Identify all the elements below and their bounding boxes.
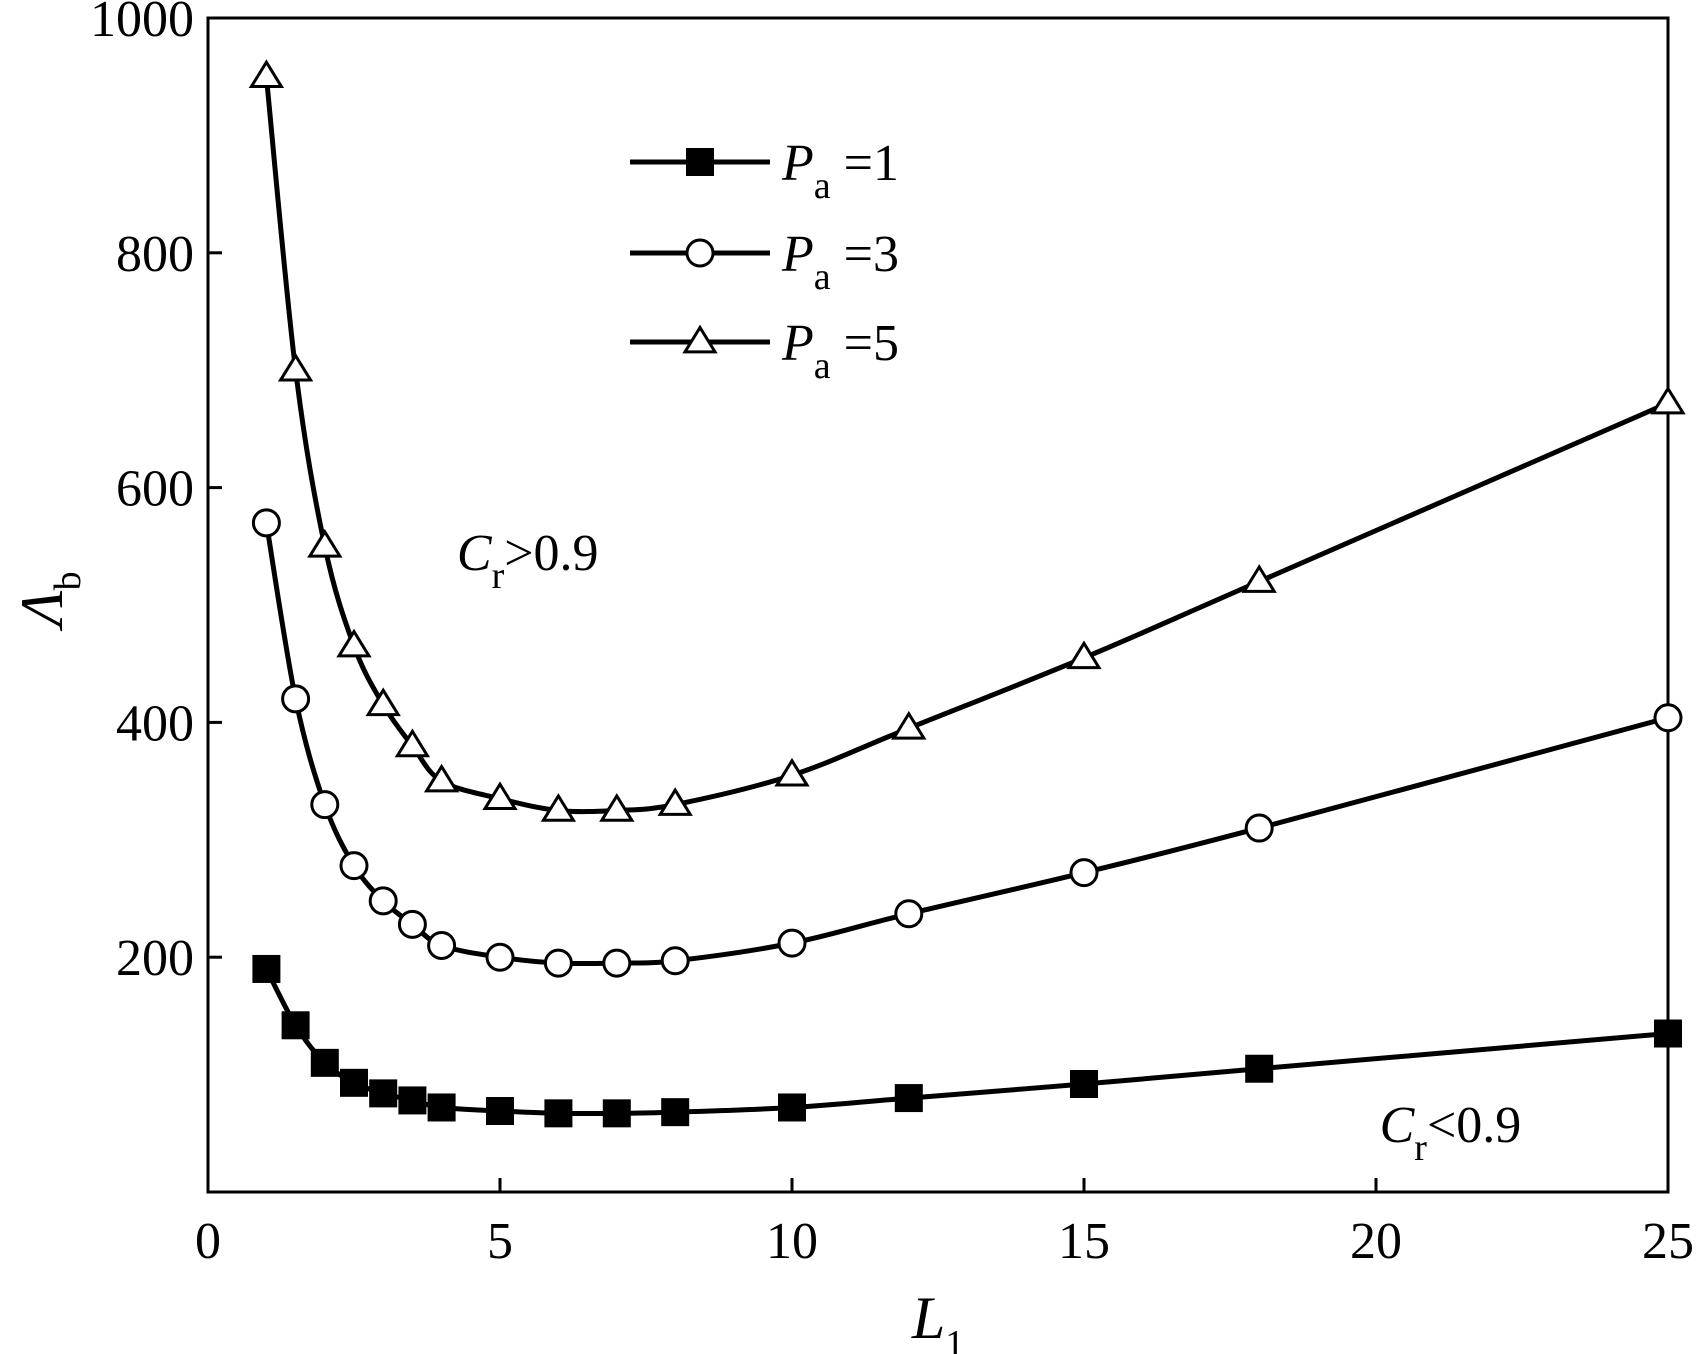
data-point [778, 1093, 806, 1122]
y-tick-label: 200 [116, 930, 194, 987]
data-point [1069, 858, 1099, 888]
series-line [263, 76, 1670, 815]
data-point [777, 928, 807, 958]
data-point [657, 787, 693, 816]
data-point [336, 628, 372, 658]
series-2 [251, 508, 1683, 978]
data-point [281, 684, 311, 714]
axes-layer: 0 5 10 15 20 25 200 400 600 800 1000 L1 Λb [9, 0, 1694, 1354]
x-tick-label: 10 [766, 1213, 818, 1270]
legend-marker [685, 238, 715, 268]
data-point [277, 352, 314, 382]
data-point [544, 1099, 573, 1128]
data-point [369, 1079, 398, 1108]
x-tick-label: 5 [487, 1213, 513, 1270]
annotations: Cr>0.9 Cr<0.9 [457, 525, 1521, 1169]
data-point [1070, 1069, 1098, 1098]
series-1 [252, 954, 1682, 1128]
data-point [774, 757, 810, 787]
data-point [894, 899, 924, 929]
series-line [263, 522, 1669, 967]
series-layer [248, 59, 1686, 1128]
data-point [248, 59, 285, 89]
data-point [310, 790, 340, 820]
data-point [891, 710, 927, 740]
data-point [602, 1099, 631, 1128]
legend-item-3: Pa =5 [630, 315, 899, 387]
series-3 [248, 59, 1686, 822]
legend-item-1: Pa =1 [630, 135, 899, 207]
x-tick-label: 0 [195, 1213, 221, 1270]
data-point [368, 886, 398, 916]
y-tick-label: 600 [116, 461, 194, 518]
data-point [1653, 703, 1683, 733]
data-point [398, 1086, 427, 1115]
x-tick-label: 20 [1350, 1213, 1402, 1270]
data-point [310, 1048, 339, 1077]
data-point [339, 851, 369, 881]
data-point [543, 948, 573, 978]
data-point [602, 948, 632, 978]
series-line [264, 967, 1669, 1117]
data-point [427, 930, 457, 960]
data-point [894, 1084, 923, 1113]
data-point [482, 781, 518, 811]
data-point [423, 763, 460, 793]
x-tick-label: 25 [1642, 1213, 1694, 1270]
y-tick-label: 800 [116, 226, 194, 283]
y-tick-label: 1000 [90, 0, 194, 48]
data-point [394, 728, 431, 758]
x-tick-label: 15 [1058, 1213, 1110, 1270]
plot-frame [206, 16, 1670, 1194]
data-point [251, 508, 281, 538]
annotation-2: Cr<0.9 [1380, 1097, 1522, 1169]
data-point [1241, 564, 1277, 593]
y-axis-label: Λb [9, 571, 89, 631]
annotation-1: Cr>0.9 [457, 525, 599, 597]
data-point [1654, 1019, 1682, 1048]
data-point [540, 793, 577, 822]
legend-label: Pa =1 [781, 135, 899, 207]
legend-label: Pa =5 [781, 315, 899, 387]
data-point [365, 687, 401, 717]
legend: Pa =1 Pa =3 Pa =5 [630, 135, 899, 387]
data-point [397, 909, 427, 939]
y-tick-label: 400 [116, 695, 194, 752]
data-point [281, 1011, 310, 1040]
data-point [486, 1096, 514, 1125]
legend-label: Pa =3 [781, 226, 899, 298]
data-point [661, 1098, 690, 1127]
data-point [485, 942, 515, 972]
data-point [1245, 1054, 1274, 1083]
data-point [660, 946, 690, 976]
data-point [307, 528, 343, 558]
data-point [599, 793, 635, 822]
data-point [340, 1068, 368, 1097]
data-point [427, 1093, 456, 1122]
legend-item-2: Pa =3 [630, 226, 899, 298]
legend-marker [686, 148, 714, 176]
data-point [1650, 385, 1686, 415]
x-axis-label: L1 [911, 1285, 964, 1354]
data-point [1244, 813, 1274, 843]
legend-marker [682, 324, 718, 354]
data-point [252, 954, 281, 983]
data-point [1066, 640, 1102, 670]
